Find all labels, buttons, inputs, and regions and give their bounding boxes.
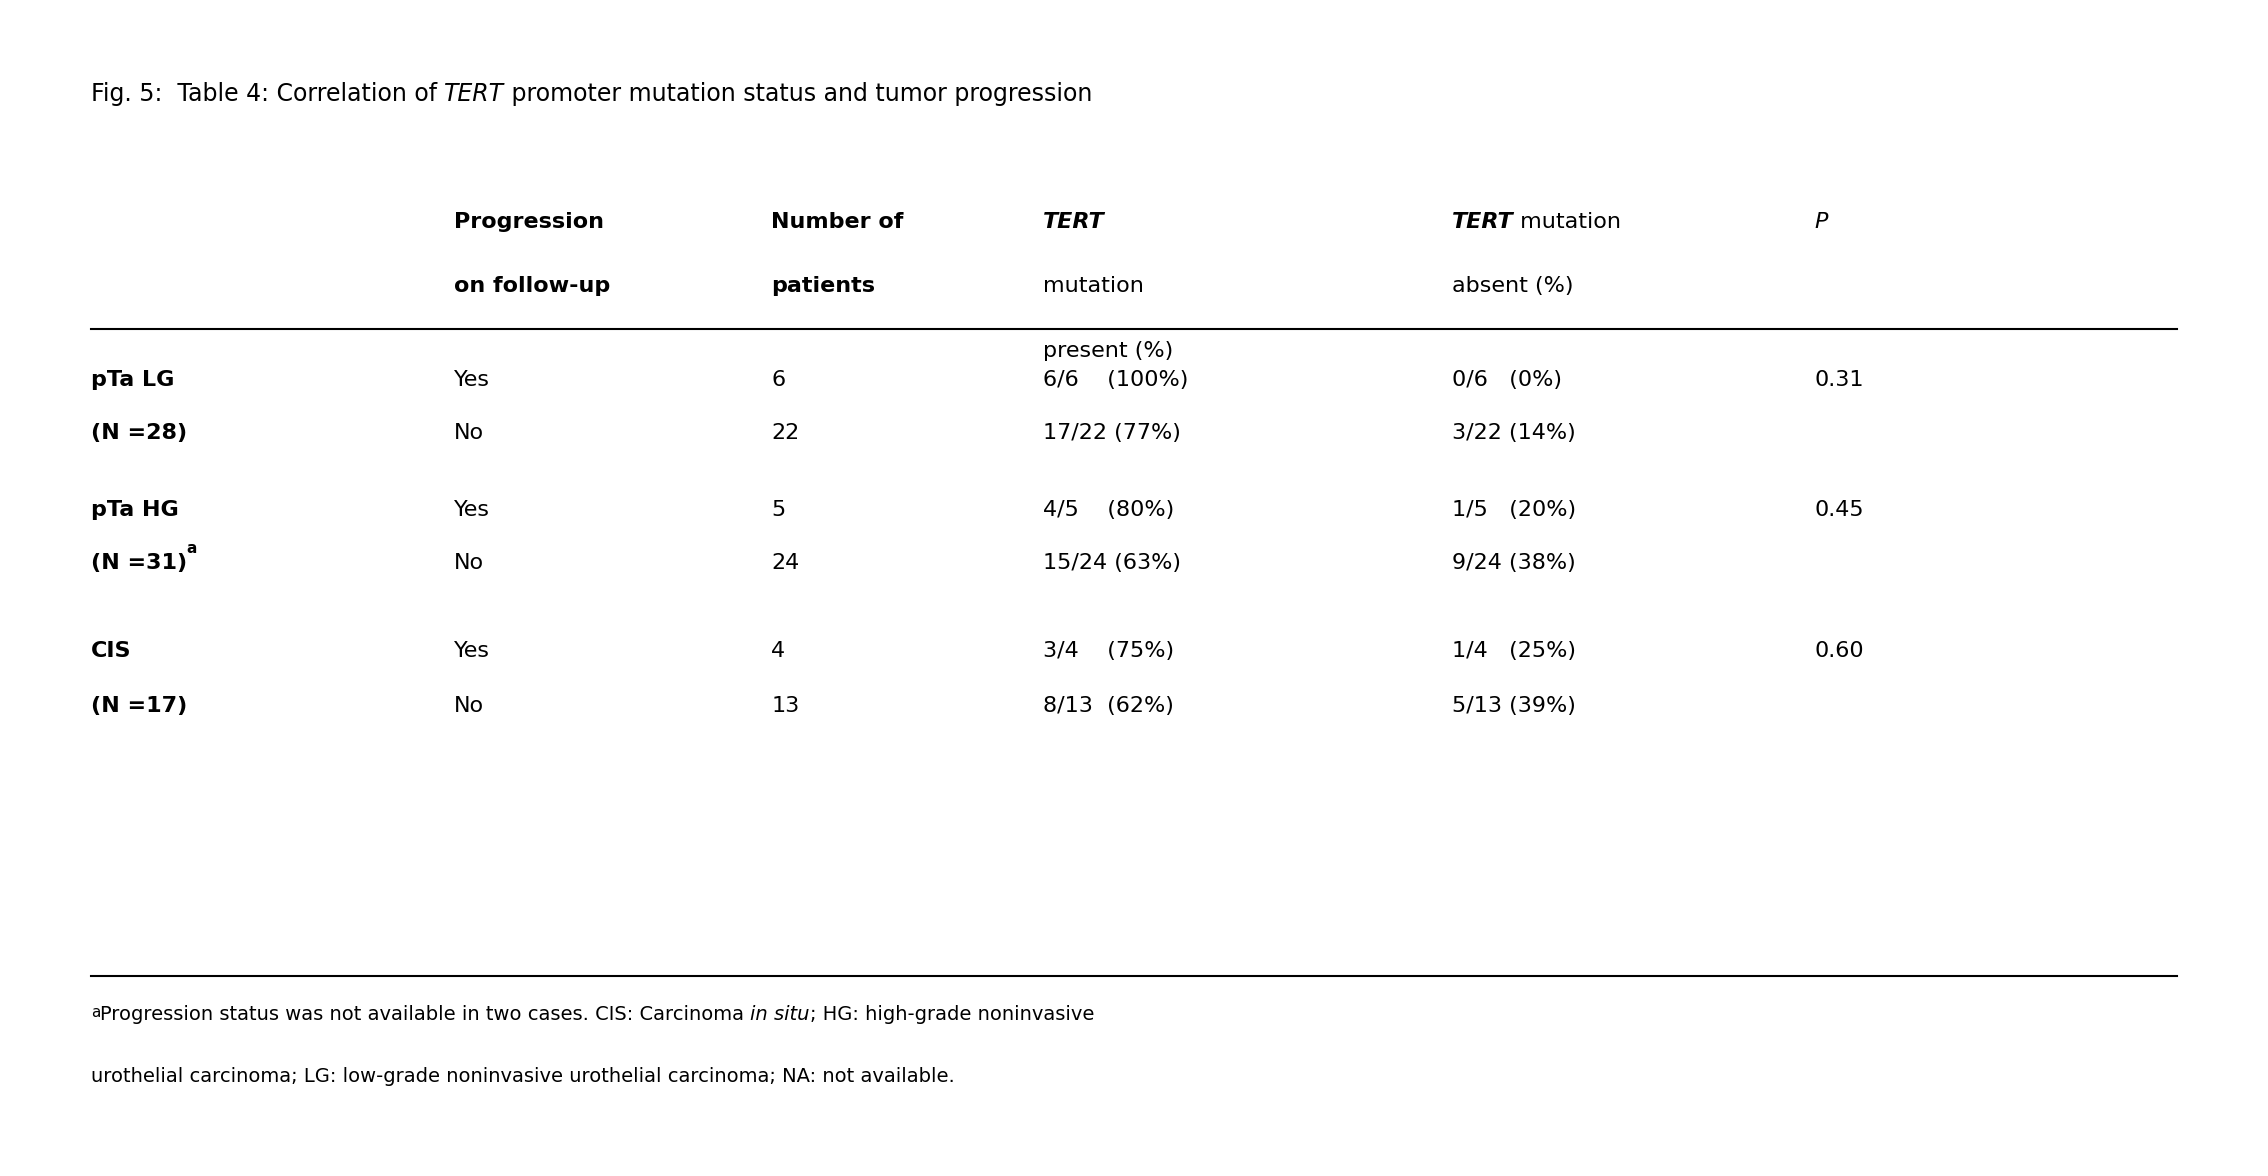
Text: a: a	[91, 1005, 100, 1021]
Text: present (%): present (%)	[1043, 341, 1173, 361]
Text: 24: 24	[771, 553, 798, 573]
Text: 22: 22	[771, 423, 798, 443]
Text: pTa LG: pTa LG	[91, 370, 175, 390]
Text: absent (%): absent (%)	[1452, 276, 1574, 296]
Text: 5: 5	[771, 500, 785, 520]
Text: on follow-up: on follow-up	[454, 276, 610, 296]
Text: 1/5   (20%): 1/5 (20%)	[1452, 500, 1576, 520]
Text: 1/4   (25%): 1/4 (25%)	[1452, 641, 1576, 661]
Text: Progression: Progression	[454, 212, 603, 232]
Text: 0.31: 0.31	[1814, 370, 1864, 390]
Text: 4/5    (80%): 4/5 (80%)	[1043, 500, 1175, 520]
Text: 6: 6	[771, 370, 785, 390]
Text: urothelial carcinoma; LG: low-grade noninvasive urothelial carcinoma; NA: not av: urothelial carcinoma; LG: low-grade noni…	[91, 1067, 955, 1085]
Text: ; HG: high-grade noninvasive: ; HG: high-grade noninvasive	[810, 1005, 1093, 1024]
Text: mutation: mutation	[1513, 212, 1622, 232]
Text: in situ: in situ	[751, 1005, 810, 1024]
Text: promoter mutation status and tumor progression: promoter mutation status and tumor progr…	[503, 82, 1093, 106]
Text: mutation: mutation	[1043, 276, 1143, 296]
Text: (N =31): (N =31)	[91, 553, 186, 573]
Text: No: No	[454, 423, 483, 443]
Text: 17/22 (77%): 17/22 (77%)	[1043, 423, 1182, 443]
Text: 13: 13	[771, 696, 798, 716]
Text: pTa HG: pTa HG	[91, 500, 179, 520]
Text: TERT: TERT	[445, 82, 503, 106]
Text: 6/6    (100%): 6/6 (100%)	[1043, 370, 1188, 390]
Text: Progression status was not available in two cases. CIS: Carcinoma: Progression status was not available in …	[100, 1005, 751, 1024]
Text: P: P	[1814, 212, 1828, 232]
Text: (N =28): (N =28)	[91, 423, 186, 443]
Text: Number of: Number of	[771, 212, 903, 232]
Text: Yes: Yes	[454, 641, 490, 661]
Text: a: a	[186, 541, 197, 556]
Text: 9/24 (38%): 9/24 (38%)	[1452, 553, 1576, 573]
Text: patients: patients	[771, 276, 875, 296]
Text: CIS: CIS	[91, 641, 132, 661]
Text: Yes: Yes	[454, 500, 490, 520]
Text: 0/6   (0%): 0/6 (0%)	[1452, 370, 1563, 390]
Text: 0.45: 0.45	[1814, 500, 1864, 520]
Text: 8/13  (62%): 8/13 (62%)	[1043, 696, 1175, 716]
Text: 0.60: 0.60	[1814, 641, 1864, 661]
Text: 3/4    (75%): 3/4 (75%)	[1043, 641, 1175, 661]
Text: 4: 4	[771, 641, 785, 661]
Text: 15/24 (63%): 15/24 (63%)	[1043, 553, 1182, 573]
Text: 3/22 (14%): 3/22 (14%)	[1452, 423, 1576, 443]
Text: Yes: Yes	[454, 370, 490, 390]
Text: 5/13 (39%): 5/13 (39%)	[1452, 696, 1576, 716]
Text: No: No	[454, 696, 483, 716]
Text: No: No	[454, 553, 483, 573]
Text: TERT: TERT	[1043, 212, 1105, 232]
Text: (N =17): (N =17)	[91, 696, 186, 716]
Text: TERT: TERT	[1452, 212, 1513, 232]
Text: Fig. 5:  Table 4: Correlation of: Fig. 5: Table 4: Correlation of	[91, 82, 445, 106]
